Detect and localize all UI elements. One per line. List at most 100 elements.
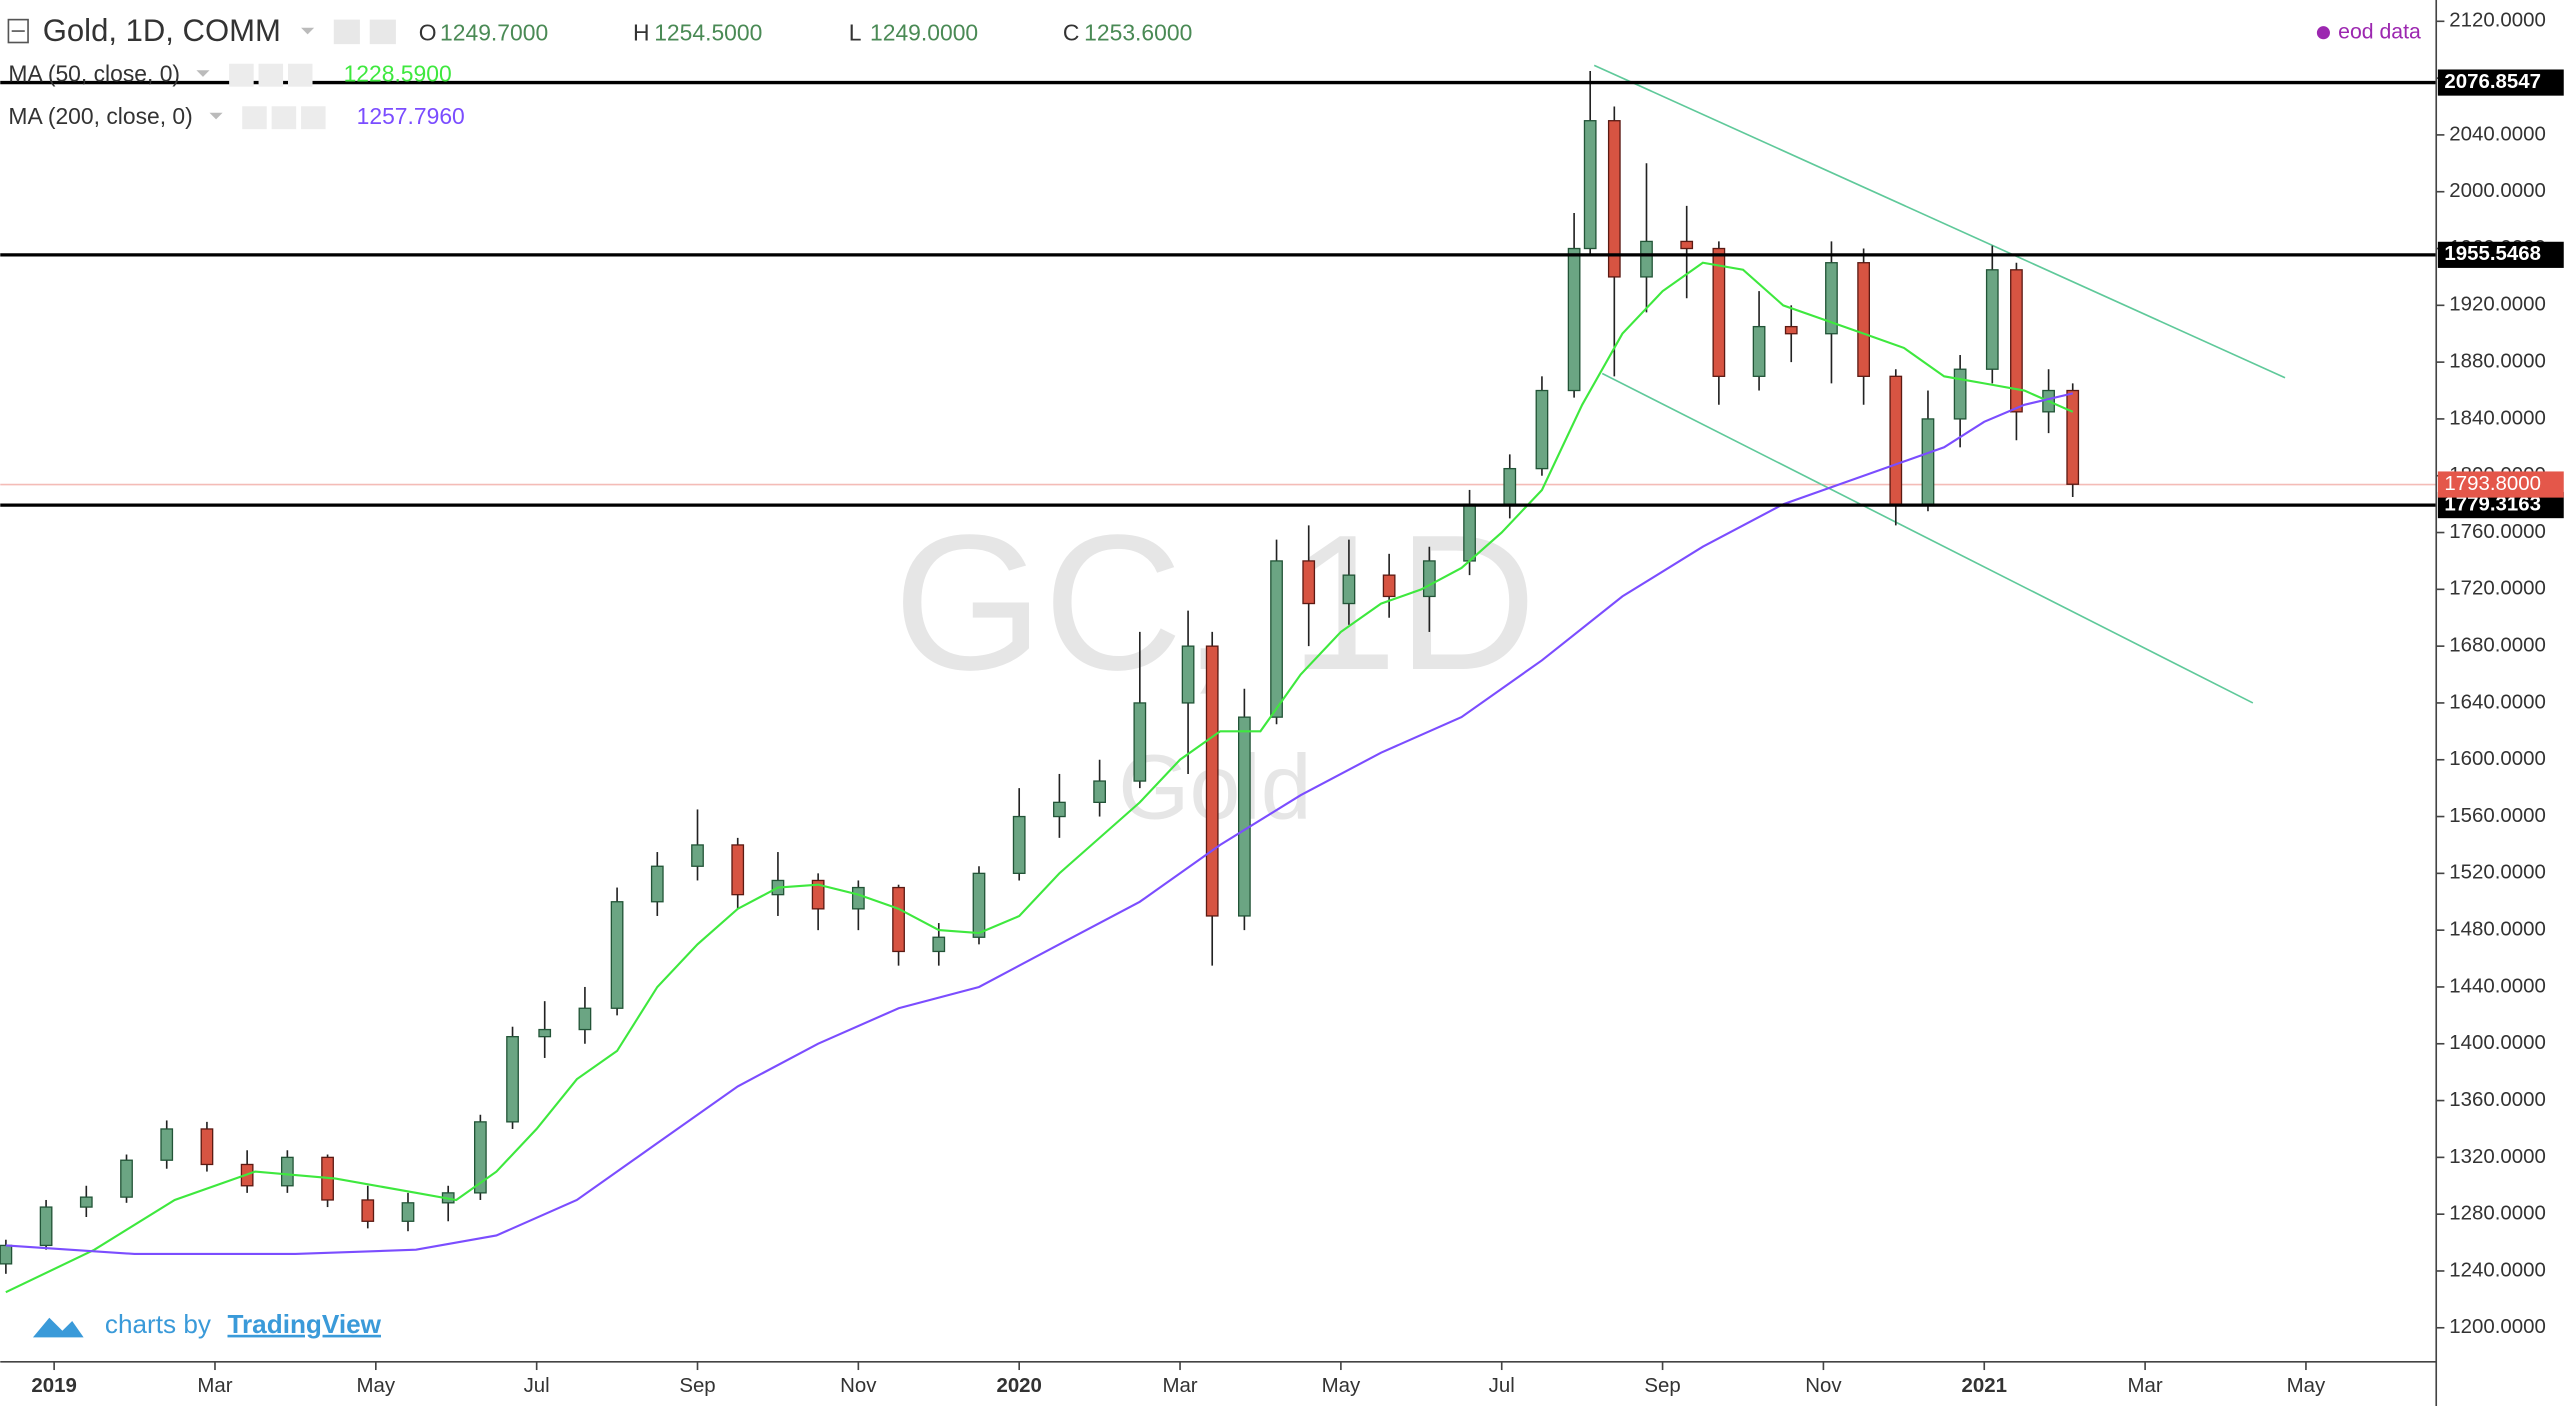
candle-body — [1270, 560, 1283, 718]
x-tick-label: Mar — [2128, 1375, 2163, 1397]
candle-body — [1567, 247, 1581, 392]
y-tick-label: 1680.0000 — [2449, 635, 2546, 657]
x-tick-label: Mar — [197, 1375, 232, 1397]
footer-brand[interactable]: TradingView — [228, 1309, 382, 1339]
candle-body — [1205, 645, 1219, 917]
candle-body — [1238, 716, 1251, 917]
level-label: 1779.3163 — [2444, 493, 2541, 515]
candle-body — [1640, 240, 1653, 278]
y-tick-label: 1240.0000 — [2449, 1259, 2546, 1281]
y-tick-label: 2120.0000 — [2449, 10, 2546, 32]
candle-body — [79, 1196, 93, 1208]
y-tick-label: 1320.0000 — [2449, 1146, 2546, 1168]
y-tick-label: 1880.0000 — [2449, 351, 2546, 373]
y-tick-label: 1720.0000 — [2449, 578, 2546, 600]
candle-body — [1133, 702, 1147, 782]
candle-body — [1784, 325, 1798, 335]
candle-body — [2066, 389, 2080, 485]
x-tick-label: Mar — [1162, 1375, 1197, 1397]
candle-body — [1607, 120, 1621, 278]
ma-line — [5, 392, 2074, 1256]
candle-body — [972, 872, 986, 938]
candle-body — [731, 844, 745, 896]
y-tick-label: 1840.0000 — [2449, 407, 2546, 429]
legend-dropdown[interactable] — [209, 112, 223, 120]
legend-name: MA (200, close, 0) — [8, 103, 192, 129]
ohlc-key: O — [419, 19, 437, 45]
ohlc-value: 1249.0000 — [870, 19, 978, 45]
x-tick-label: Sep — [1644, 1375, 1680, 1397]
ohlc-key: C — [1063, 19, 1080, 45]
candle-body — [1463, 503, 1476, 562]
candle-body — [1857, 262, 1871, 377]
legend-dropdown[interactable] — [196, 70, 210, 77]
source-dot — [2316, 26, 2330, 40]
y-tick-label: 1520.0000 — [2449, 862, 2546, 884]
y-tick-label: 1360.0000 — [2449, 1089, 2546, 1111]
candle-body — [1093, 780, 1106, 803]
candle-body — [1053, 801, 1066, 818]
candle-body — [851, 886, 865, 910]
x-tick-label: Nov — [1805, 1375, 1842, 1397]
legend-icon[interactable] — [258, 63, 284, 87]
trendline — [1593, 64, 2286, 379]
x-tick-label: May — [1322, 1375, 1361, 1397]
collapse-icon[interactable] — [7, 18, 29, 44]
source-label: eod data — [2338, 19, 2421, 43]
candle-body — [401, 1202, 415, 1222]
y-tick-label: 1280.0000 — [2449, 1203, 2546, 1225]
y-tick-label: 1200.0000 — [2449, 1316, 2546, 1338]
symbol-title: Gold, 1D, COMM — [43, 13, 281, 48]
candle-body — [610, 901, 624, 1009]
candle-body — [1422, 560, 1436, 598]
last-price-badge — [2437, 471, 2564, 498]
x-tick-label: Sep — [679, 1375, 715, 1397]
legend-icon[interactable] — [301, 106, 326, 130]
candle-body — [506, 1036, 519, 1123]
footer[interactable]: charts by TradingView — [32, 1309, 382, 1339]
icon[interactable] — [369, 19, 396, 45]
y-tick-label: 2000.0000 — [2449, 180, 2546, 202]
candle-body — [892, 886, 905, 953]
candle-body — [200, 1128, 214, 1166]
candle-body — [1535, 389, 1549, 470]
ohlc-value: 1249.7000 — [440, 19, 548, 45]
y-tick-label: 1560.0000 — [2449, 805, 2546, 827]
level-badge — [2437, 69, 2564, 96]
x-tick-label: 2020 — [996, 1375, 1041, 1397]
ma-line — [5, 261, 2074, 1294]
candle-body — [1985, 269, 1999, 370]
candle-body — [1752, 325, 1766, 377]
y-tick-label: 1480.0000 — [2449, 919, 2546, 941]
y-tick-label: 1640.0000 — [2449, 691, 2546, 713]
x-tick-label: Jul — [1489, 1375, 1515, 1397]
level-badge — [2437, 241, 2564, 268]
tradingview-logo[interactable] — [32, 1317, 84, 1338]
candle-body — [1503, 467, 1517, 505]
legend-icon[interactable] — [287, 63, 313, 87]
y-tick-label: 1760.0000 — [2449, 521, 2546, 543]
candle-body — [650, 865, 664, 903]
legend-icon[interactable] — [271, 106, 297, 130]
legend-value: 1228.5900 — [344, 60, 452, 86]
candle-body — [538, 1028, 552, 1038]
legend-icon[interactable] — [229, 63, 254, 87]
y-tick-label: 1920.0000 — [2449, 294, 2546, 316]
legend-icon[interactable] — [242, 106, 267, 130]
icon[interactable] — [333, 19, 360, 45]
candle-body — [1302, 560, 1316, 605]
x-tick-label: 2021 — [1962, 1375, 2007, 1397]
dropdown-icon[interactable] — [301, 27, 315, 35]
last-price-label: 1793.8000 — [2444, 473, 2541, 495]
candle-body — [120, 1159, 133, 1198]
legend-name: MA (50, close, 0) — [8, 60, 180, 86]
x-tick-label: May — [2287, 1375, 2326, 1397]
candle-body — [1825, 262, 1838, 335]
footer-prefix: charts by — [105, 1309, 212, 1339]
candle-body — [280, 1156, 294, 1187]
candle-body — [361, 1199, 375, 1222]
x-tick-label: May — [357, 1375, 396, 1397]
y-tick-label: 1400.0000 — [2449, 1032, 2546, 1054]
